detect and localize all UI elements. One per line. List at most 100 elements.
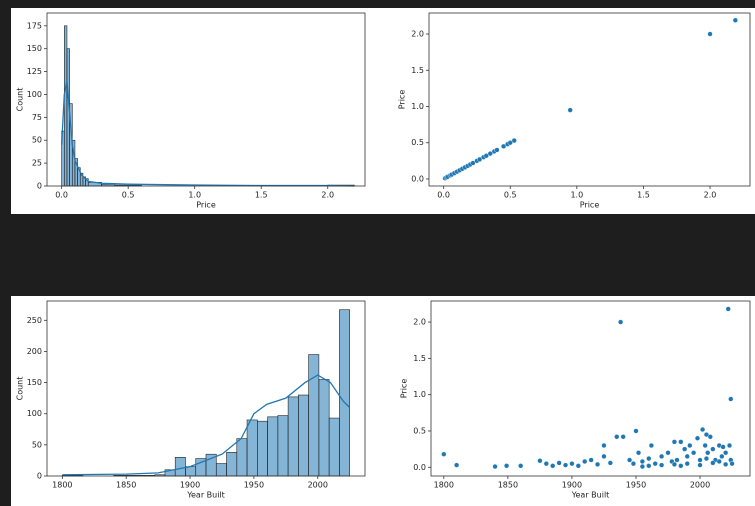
scatter-point <box>684 453 690 459</box>
scatter-point <box>483 153 489 159</box>
scatter-point <box>550 463 556 469</box>
scatter-point <box>703 455 710 462</box>
y-tick-label: 1.0 <box>413 390 426 399</box>
y-tick-label: 2.0 <box>413 318 426 327</box>
y-tick-label: 50 <box>32 136 42 145</box>
scatter-point <box>630 461 637 467</box>
scatter-point <box>567 107 573 113</box>
y-tick-label: 1.5 <box>411 66 424 75</box>
y-tick-label: 0.5 <box>413 426 426 435</box>
scatter-point <box>707 434 713 440</box>
y-tick-label: 100 <box>27 90 42 99</box>
histogram-bar <box>257 420 268 477</box>
x-axis-label: Price <box>580 201 600 210</box>
histogram-bar <box>318 379 330 477</box>
scatter-point <box>674 457 680 463</box>
scatter-point <box>710 446 716 452</box>
scatter-point <box>556 460 562 466</box>
scatter-point <box>719 453 725 459</box>
x-tick-label: 1850 <box>116 481 136 490</box>
y-tick-label: 100 <box>27 409 42 418</box>
output-panel <box>11 296 755 506</box>
scatter-point <box>671 461 678 467</box>
scatter-point <box>511 137 517 144</box>
scatter-point <box>703 432 710 438</box>
scatter-point <box>537 458 543 464</box>
scatter-point <box>454 462 460 468</box>
scatter-point <box>543 461 549 467</box>
x-tick-label: 1950 <box>626 481 646 490</box>
x-tick-label: 1.5 <box>255 191 268 200</box>
scatter-point <box>503 463 510 469</box>
y-tick-label: 75 <box>32 113 42 122</box>
scatter-point <box>562 462 569 468</box>
axes-frame <box>46 300 366 477</box>
scatter-point <box>477 156 483 163</box>
scatter-point <box>620 434 626 440</box>
x-tick-label: 1.0 <box>188 191 201 200</box>
scatter-point <box>500 143 507 149</box>
y-tick-label: 125 <box>27 67 42 76</box>
scatter-point <box>618 319 624 325</box>
y-tick-label: 0 <box>37 472 42 481</box>
histogram-bar <box>226 452 238 477</box>
scatter-point <box>732 17 738 23</box>
histogram-bar <box>63 25 68 187</box>
scatter-point <box>687 442 693 449</box>
scatter-point <box>699 426 706 433</box>
scatter-point <box>601 453 607 459</box>
x-tick-label: 2000 <box>308 481 328 490</box>
histogram-bar <box>236 438 248 477</box>
scatter-point <box>684 461 690 467</box>
scatter-point <box>441 451 447 457</box>
scatter-point <box>518 463 524 469</box>
scatter-point <box>659 453 665 459</box>
x-tick-label: 1800 <box>434 481 454 490</box>
histogram-bar <box>277 415 289 477</box>
scatter-point <box>682 446 688 452</box>
y-axis-label: Count <box>16 88 25 112</box>
y-tick-label: 0.5 <box>411 138 424 147</box>
histogram-bar <box>298 394 309 477</box>
y-tick-label: 0.0 <box>413 463 426 472</box>
x-tick-label: 0.5 <box>504 191 517 200</box>
scatter-point <box>494 147 500 153</box>
y-tick-label: 200 <box>27 347 42 356</box>
axes-frame <box>430 300 751 477</box>
scatter-point <box>716 458 722 465</box>
scatter-point <box>723 461 729 467</box>
histogram-bar <box>308 354 320 477</box>
x-tick-label: 2.0 <box>321 191 334 200</box>
y-tick-label: 2.0 <box>411 30 424 39</box>
scatter-point <box>646 463 652 469</box>
scatter-point <box>723 450 729 456</box>
x-tick-label: 2.0 <box>704 191 717 200</box>
x-tick-label: 0.0 <box>437 191 450 200</box>
y-axis-label: Price <box>398 90 407 110</box>
scatter-point <box>665 450 671 456</box>
scatter-point <box>725 306 731 312</box>
scatter-point <box>694 435 701 441</box>
histogram-bar <box>339 309 350 477</box>
scatter-point <box>726 442 733 449</box>
scatter-point <box>648 442 654 449</box>
scatter-point <box>710 460 716 466</box>
x-tick-label: 1900 <box>180 481 200 490</box>
scatter-point <box>588 457 594 463</box>
x-tick-label: 1.0 <box>570 191 583 200</box>
scatter-point <box>507 140 513 146</box>
axes-frame <box>428 12 751 187</box>
scatter-point <box>575 463 581 469</box>
scatter-point <box>707 31 713 37</box>
y-tick-label: 25 <box>32 159 42 168</box>
y-axis-label: Count <box>16 377 25 401</box>
scatter-point <box>728 396 734 402</box>
x-tick-label: 1950 <box>244 481 264 490</box>
scatter-point <box>594 461 601 467</box>
scatter-point <box>697 462 703 468</box>
histogram-bar <box>267 416 279 477</box>
scatter-point <box>697 457 703 463</box>
x-axis-label: Price <box>196 201 216 210</box>
histogram-bar <box>246 419 258 477</box>
